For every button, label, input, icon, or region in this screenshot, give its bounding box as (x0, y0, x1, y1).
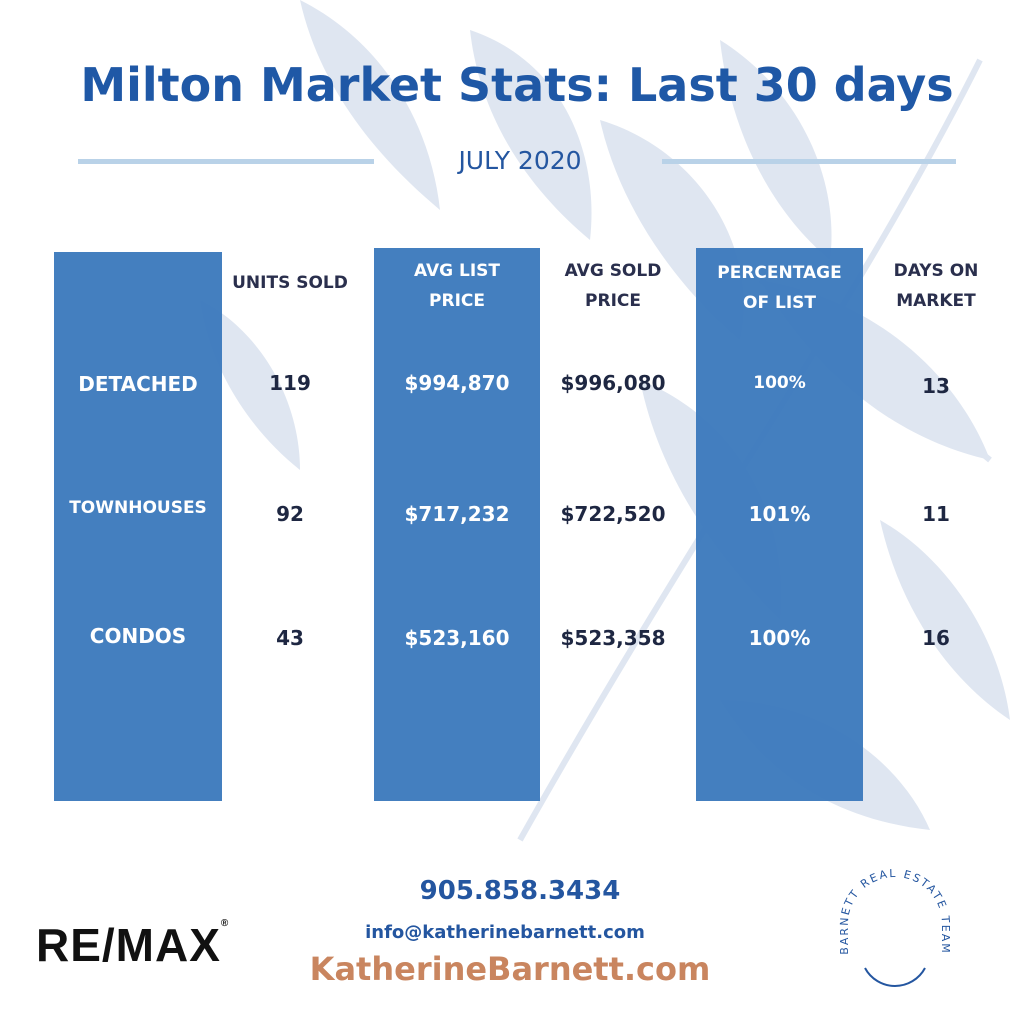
row-label-condos: CONDOS (89, 624, 187, 648)
cell-pct-townhouses: 101% (748, 502, 811, 526)
remax-logo: RE/MAX® (36, 918, 230, 971)
cell-pct-detached: 100% (753, 373, 806, 393)
header-units-sold: UNITS SOLD (232, 273, 348, 293)
avg-list-band (374, 248, 540, 801)
barnett-team-logo: BARNETT REAL ESTATE TEAM (838, 867, 952, 987)
percentage-band (696, 248, 863, 801)
contact-website[interactable]: KatherineBarnett.com (309, 950, 711, 988)
svg-text:BARNETT REAL ESTATE TEAM: BARNETT REAL ESTATE TEAM (838, 867, 952, 955)
header-avg-list-price: AVG LIST PRICE (413, 261, 501, 311)
cell-units-detached: 119 (269, 371, 311, 395)
cell-units-townhouses: 92 (276, 502, 304, 526)
title-divider-right (662, 159, 956, 164)
contact-phone[interactable]: 905.858.3434 (419, 876, 621, 906)
cell-dom-townhouses: 11 (922, 502, 950, 526)
cell-dom-detached: 13 (922, 374, 950, 398)
cell-pct-condos: 100% (748, 626, 811, 650)
period-subtitle: JULY 2020 (458, 146, 582, 175)
header-avg-sold-price: AVG SOLD PRICE (564, 261, 662, 311)
cell-sold-condos: $523,358 (560, 626, 666, 650)
row-label-band (54, 252, 222, 801)
cell-sold-townhouses: $722,520 (560, 502, 666, 526)
cell-sold-detached: $996,080 (560, 371, 666, 395)
cell-list-townhouses: $717,232 (404, 502, 510, 526)
contact-email[interactable]: info@katherinebarnett.com (365, 922, 645, 943)
title-divider-left (78, 159, 374, 164)
cell-list-condos: $523,160 (404, 626, 510, 650)
row-label-townhouses: TOWNHOUSES (69, 498, 207, 518)
cell-dom-condos: 16 (922, 626, 950, 650)
header-days-on-market: DAYS ON MARKET (893, 261, 979, 311)
row-label-detached: DETACHED (78, 372, 198, 396)
cell-list-detached: $994,870 (404, 371, 510, 395)
header-percentage-of-list: PERCENTAGE OF LIST (717, 263, 842, 313)
page-title: Milton Market Stats: Last 30 days (80, 58, 954, 112)
cell-units-condos: 43 (276, 626, 304, 650)
